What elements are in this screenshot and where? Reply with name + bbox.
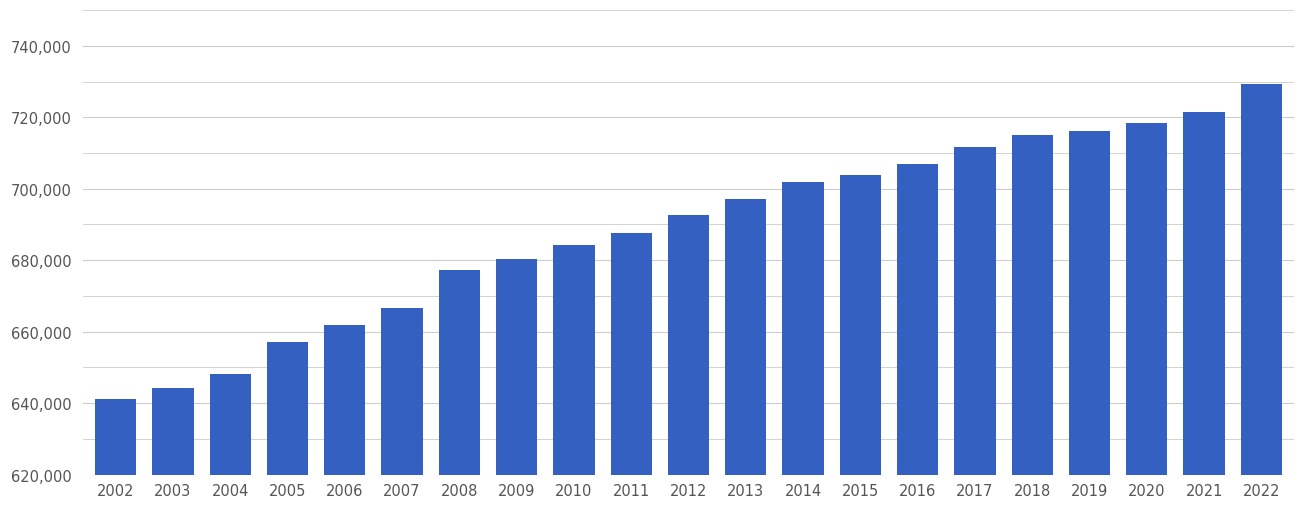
Bar <box>95 399 136 509</box>
Bar <box>668 215 709 509</box>
Bar <box>381 309 423 509</box>
Bar <box>153 389 193 509</box>
Bar <box>726 200 766 509</box>
Bar <box>897 164 938 509</box>
Bar <box>1126 124 1168 509</box>
Bar <box>553 246 595 509</box>
Bar <box>324 325 365 509</box>
Bar <box>954 147 996 509</box>
Bar <box>1069 132 1111 509</box>
Bar <box>611 233 651 509</box>
Bar <box>438 271 480 509</box>
Bar <box>496 260 538 509</box>
Bar <box>839 176 881 509</box>
Bar <box>266 342 308 509</box>
Bar <box>783 183 823 509</box>
Bar <box>1241 85 1282 509</box>
Bar <box>1011 135 1053 509</box>
Bar <box>210 374 251 509</box>
Bar <box>1184 113 1224 509</box>
